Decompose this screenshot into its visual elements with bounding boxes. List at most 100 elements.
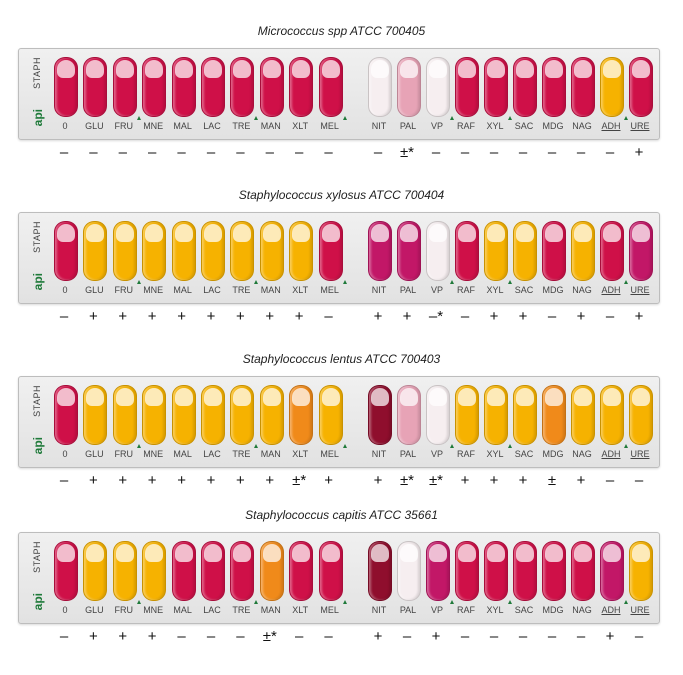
test-cup-mdg [542,385,566,445]
test-cup-nit [368,541,392,601]
test-result: – [324,308,333,325]
panel-title: Staphylococcus capitis ATCC 35661 [245,508,438,522]
test-result: + [118,308,128,325]
strip-label: STAPH api [29,383,47,463]
test-cup-pal [397,385,421,445]
strip-brand: STAPH [32,221,42,253]
test-cup-tre [230,221,255,281]
test-cup-mne [142,385,167,445]
strip-brand: STAPH [32,385,42,417]
test-label: ADH [601,285,621,295]
test-result: + [634,308,644,325]
test-cup-fru [112,221,137,281]
test-result: – [402,628,412,645]
group-marker-icon [624,280,628,284]
test-label: TRE [232,285,251,295]
group-marker-icon [624,116,628,120]
test-label: RAF [457,605,475,615]
test-result: + [518,472,528,489]
test-cup-sac [513,385,537,445]
test-label: MNE [143,285,164,295]
test-cup-0 [54,221,78,281]
test-label: TRE [232,121,251,131]
test-cup-xlt [289,385,314,445]
test-label: TRE [232,605,251,615]
test-result: – [206,628,216,645]
test-cup-mel [318,541,343,601]
group-marker-icon [254,280,259,284]
test-label: GLU [85,285,104,295]
test-result: – [295,628,304,645]
test-cup-man [259,541,284,601]
test-label: MAN [260,449,281,459]
test-label: NIT [371,121,387,131]
test-cup-glu [83,57,108,117]
test-cup-pal [397,57,421,117]
test-label: LAC [203,605,221,615]
test-result: – [148,144,157,161]
test-label: GLU [85,121,104,131]
test-cup-mal [171,221,196,281]
test-cup-raf [455,57,479,117]
test-label: ADH [601,449,621,459]
test-label: FRU [114,605,134,615]
test-label: NAG [572,285,592,295]
test-result: – [634,472,644,489]
test-label: RAF [457,449,475,459]
test-result: – [605,308,615,325]
test-label: MAN [260,605,281,615]
test-label: NAG [572,449,592,459]
test-cup-lac [201,221,225,281]
test-label: NAG [572,121,592,131]
test-label: MAL [173,121,192,131]
test-result: – [59,628,69,645]
test-result: – [431,144,441,161]
test-result: – [547,308,557,325]
test-cup-ure [629,541,653,601]
test-result: – [605,472,615,489]
test-result: + [605,628,615,645]
test-result: + [518,308,528,325]
strip-label: STAPH api [29,219,47,299]
group-marker-icon [254,116,259,120]
test-cup-raf [455,385,479,445]
test-result: + [576,472,586,489]
test-cup-xyl [484,221,508,281]
test-result: ±* [399,472,415,489]
test-label: URE [630,285,650,295]
test-label: MDG [542,285,564,295]
test-cup-fru [112,385,137,445]
test-label: PAL [399,121,417,131]
test-label: PAL [399,285,417,295]
test-label: MEL [320,121,339,131]
test-result: + [460,472,470,489]
test-result: – [576,628,586,645]
test-result: – [89,144,98,161]
test-strip: STAPH api 0 GLU FRU MNE MAL LAC TRE MAN XLT MEL NIT P… [18,212,660,304]
test-cup-xyl [484,541,508,601]
test-cup-sac [513,541,537,601]
test-result: ± [547,472,557,489]
test-result: – [236,144,245,161]
test-result: – [460,144,470,161]
test-cup-nit [368,221,392,281]
test-cup-mne [142,57,167,117]
test-result: – [59,144,69,161]
test-label: TRE [232,449,251,459]
test-cup-xlt [289,541,314,601]
test-cup-ure [629,385,653,445]
test-cup-lac [201,385,225,445]
test-label: NAG [572,605,592,615]
test-result: + [206,472,216,489]
test-label: MNE [143,449,164,459]
test-result: + [402,308,412,325]
test-label: MNE [143,605,164,615]
group-marker-icon [136,600,141,604]
test-result: – [518,628,528,645]
test-result: + [177,308,186,325]
test-label: MDG [542,121,564,131]
test-result: – [206,144,216,161]
panel-title: Micrococcus spp ATCC 700405 [257,24,426,38]
test-result: – [177,144,186,161]
test-label: NIT [371,285,387,295]
